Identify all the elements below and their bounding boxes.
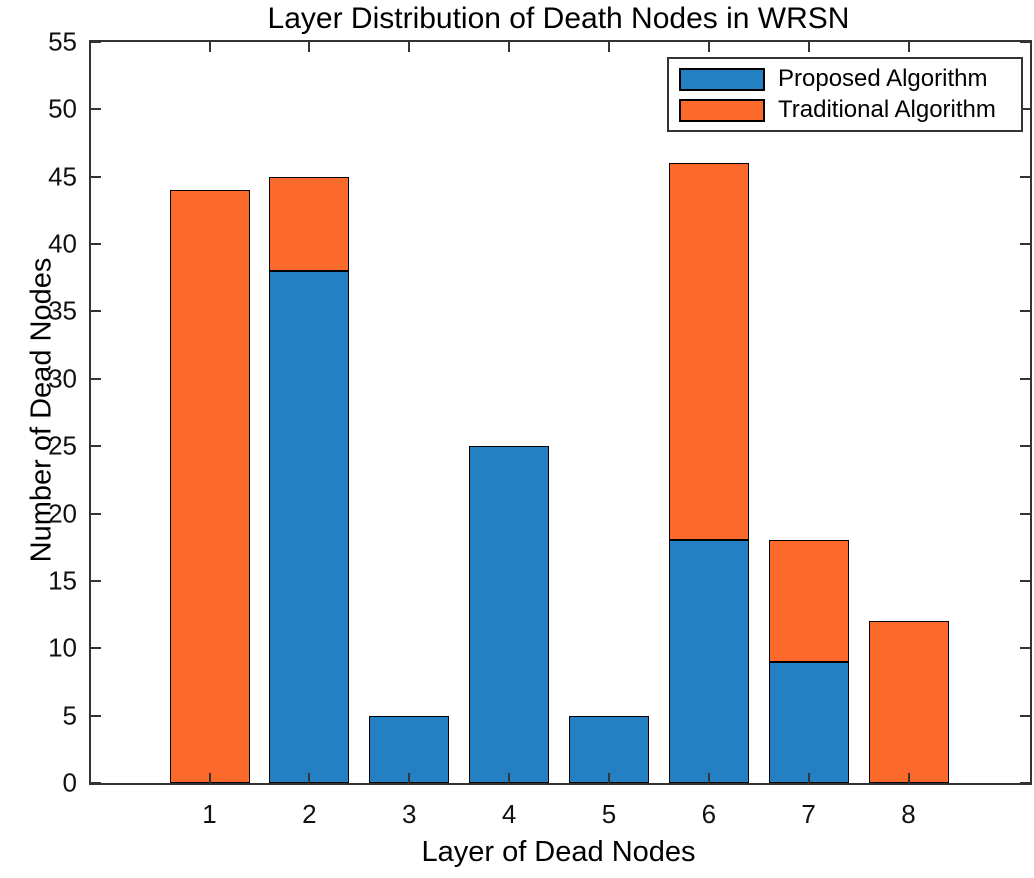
- y-tick-mirror: [1020, 579, 1030, 582]
- bar-segment-traditional-layer-6: [668, 163, 749, 541]
- x-tick: [408, 773, 411, 783]
- x-tick: [907, 773, 910, 783]
- x-tick-label: 5: [601, 799, 617, 829]
- bar-segment-proposed-layer-2: [269, 271, 350, 783]
- legend-item-proposed: Proposed Algorithm: [679, 65, 1011, 93]
- y-tick: [91, 41, 101, 43]
- x-tick-mirror: [308, 42, 311, 52]
- legend: Proposed Algorithm Traditional Algorithm: [667, 57, 1023, 132]
- y-tick: [91, 714, 101, 717]
- y-tick: [91, 782, 101, 784]
- bar-segment-proposed-layer-4: [469, 446, 550, 783]
- bar-segment-proposed-layer-7: [768, 661, 849, 783]
- bar-segment-proposed-layer-3: [369, 715, 450, 783]
- y-tick-label: 45: [48, 161, 77, 192]
- x-tick-label: 4: [501, 799, 517, 829]
- y-tick-label: 0: [62, 767, 77, 798]
- bar-segment-proposed-layer-6: [668, 540, 749, 783]
- y-tick-label: 25: [48, 430, 77, 461]
- x-tick: [208, 773, 211, 783]
- x-tick: [707, 773, 710, 783]
- legend-label-traditional: Traditional Algorithm: [778, 96, 996, 123]
- y-tick-mirror: [1020, 41, 1030, 43]
- x-tick-label: 6: [701, 799, 717, 829]
- x-tick: [807, 773, 810, 783]
- y-tick: [91, 445, 101, 448]
- x-tick: [607, 773, 610, 783]
- x-tick-label: 1: [202, 799, 217, 829]
- x-tick-mirror: [807, 42, 810, 52]
- bar-segment-traditional-layer-8: [868, 621, 949, 783]
- y-tick-mirror: [1020, 175, 1030, 178]
- y-tick-label: 20: [48, 498, 77, 529]
- y-tick-mirror: [1020, 108, 1030, 111]
- legend-label-proposed: Proposed Algorithm: [778, 65, 988, 92]
- x-tick-label: 8: [901, 799, 916, 829]
- x-tick-mirror: [707, 42, 710, 52]
- x-tick: [508, 773, 511, 783]
- y-tick-label: 55: [48, 26, 77, 57]
- x-axis-label: Layer of Dead Nodes: [421, 836, 696, 868]
- x-tick-label: 3: [401, 799, 417, 829]
- y-tick-mirror: [1020, 377, 1030, 380]
- bar-segment-traditional-layer-7: [768, 540, 849, 662]
- y-tick: [91, 647, 101, 650]
- y-tick-mirror: [1020, 647, 1030, 650]
- y-tick: [91, 512, 101, 515]
- legend-swatch-proposed: [679, 67, 765, 91]
- y-tick-mirror: [1020, 243, 1030, 246]
- x-tick-label: 7: [801, 799, 816, 829]
- x-tick-mirror: [508, 42, 511, 52]
- y-tick: [91, 108, 101, 111]
- y-tick-mirror: [1020, 512, 1030, 515]
- y-tick-label: 40: [48, 228, 77, 259]
- legend-swatch-traditional: [679, 98, 765, 122]
- x-tick-mirror: [607, 42, 610, 52]
- y-tick: [91, 377, 101, 380]
- y-tick-label: 35: [48, 295, 77, 326]
- plot-area: Proposed Algorithm Traditional Algorithm…: [48, 27, 1032, 829]
- y-tick-mirror: [1020, 445, 1030, 448]
- bar-segment-traditional-layer-2: [269, 176, 350, 272]
- y-tick-label: 10: [48, 632, 77, 663]
- bar-segment-proposed-layer-5: [568, 715, 649, 783]
- y-tick: [91, 579, 101, 582]
- y-tick: [91, 175, 101, 178]
- x-tick-label: 2: [302, 799, 317, 829]
- y-tick-mirror: [1020, 782, 1030, 784]
- y-tick-mirror: [1020, 714, 1030, 717]
- y-tick-label: 15: [48, 565, 77, 596]
- chart-title: Layer Distribution of Death Nodes in WRS…: [267, 2, 850, 35]
- x-tick-mirror: [907, 42, 910, 52]
- y-tick: [91, 310, 101, 313]
- y-tick-label: 50: [48, 93, 77, 124]
- y-tick-label: 5: [62, 700, 77, 731]
- y-tick-mirror: [1020, 310, 1030, 313]
- x-tick-mirror: [208, 42, 211, 52]
- y-tick-label: 30: [48, 363, 77, 394]
- legend-item-traditional: Traditional Algorithm: [679, 96, 1011, 124]
- bar-segment-traditional-layer-1: [169, 190, 250, 783]
- y-tick: [91, 243, 101, 246]
- x-tick-mirror: [408, 42, 411, 52]
- x-tick: [308, 773, 311, 783]
